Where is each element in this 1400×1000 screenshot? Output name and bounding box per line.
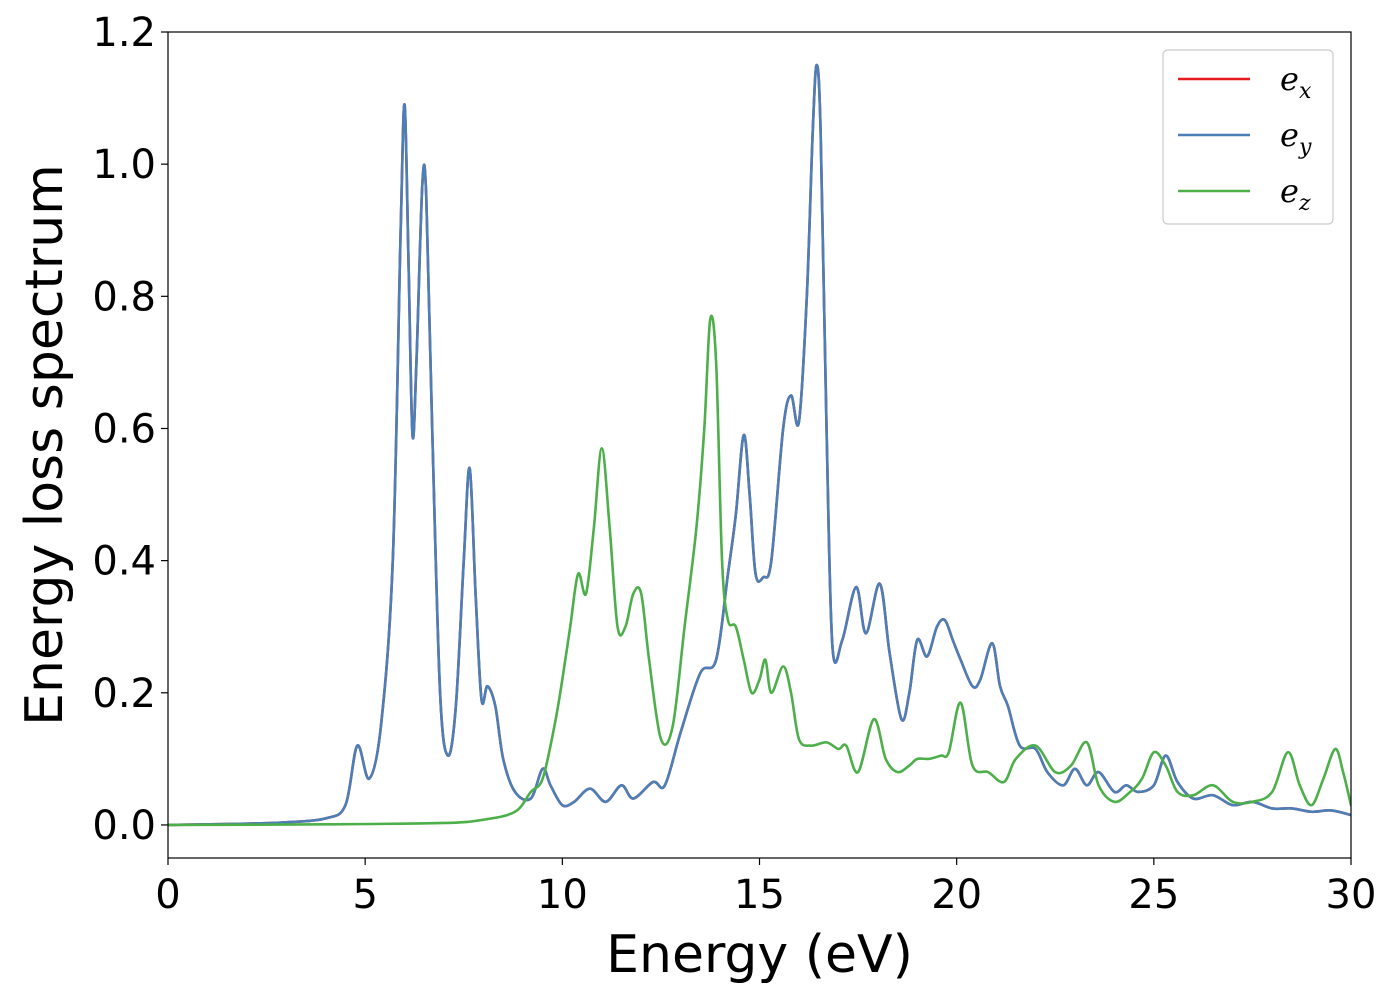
x-tick-label: 30 (1326, 872, 1377, 918)
series-line-e-z (168, 314, 1351, 827)
series-layer (168, 63, 1351, 827)
legend-entry-subscript: y (1298, 135, 1312, 160)
y-tick-label: 0.6 (92, 406, 156, 452)
legend-entry-e-z: ez (1280, 172, 1311, 216)
y-axis: 0.0 0.2 0.4 0.6 0.8 1.0 1.2 (92, 10, 168, 849)
legend-entry-subscript: x (1299, 79, 1312, 104)
x-tick-label: 25 (1128, 872, 1179, 918)
legend-entry-subscript: z (1298, 191, 1311, 216)
y-axis-label: Energy loss spectrum (15, 164, 75, 726)
y-tick-label: 0.8 (92, 274, 156, 320)
legend-entry-name: e (1280, 60, 1299, 98)
x-axis: 0 5 10 15 20 25 30 (155, 858, 1376, 918)
y-tick-label: 1.0 (92, 142, 156, 188)
x-axis-label: Energy (eV) (606, 925, 913, 985)
legend-entry-e-y: ey (1280, 116, 1312, 160)
x-tick-label: 20 (931, 872, 982, 918)
x-tick-label: 5 (352, 872, 377, 918)
legend-box (1162, 49, 1334, 225)
y-tick-label: 0.2 (92, 671, 156, 717)
x-tick-label: 15 (734, 872, 785, 918)
legend-entry-name: e (1280, 172, 1299, 210)
x-tick-label: 0 (155, 872, 180, 918)
y-tick-label: 0.0 (92, 803, 156, 849)
legend-entry-name: e (1280, 116, 1299, 154)
x-tick-label: 10 (537, 872, 588, 918)
y-tick-label: 1.2 (92, 10, 156, 56)
series-line-e-y (168, 63, 1351, 827)
y-tick-label: 0.4 (92, 539, 156, 585)
legend-entry-e-x: ex (1280, 60, 1312, 104)
